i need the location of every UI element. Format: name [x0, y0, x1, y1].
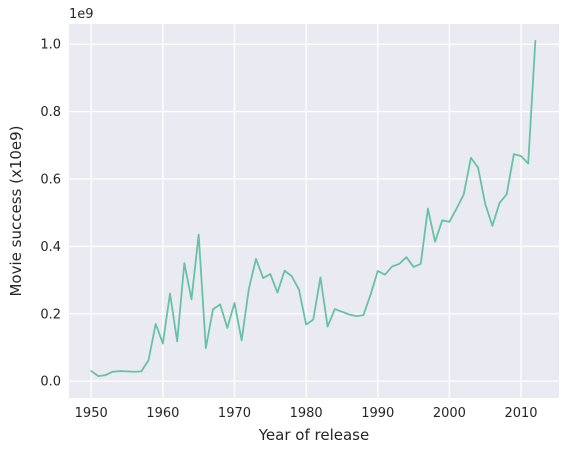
x-tick-label: 1950 — [75, 406, 108, 421]
x-axis-label: Year of release — [258, 426, 369, 444]
y-tick-label: 0.6 — [40, 172, 61, 187]
x-tick-label: 1990 — [361, 406, 394, 421]
y-tick-label: 0.2 — [40, 307, 61, 322]
y-tick-label: 0.4 — [40, 240, 61, 255]
x-axis-ticks: 1950 1960 1970 1980 1990 2000 2010 — [75, 406, 538, 421]
x-tick-label: 2000 — [433, 406, 466, 421]
grid — [69, 24, 559, 398]
y-axis-ticks: 0.0 0.2 0.4 0.6 0.8 1.0 — [40, 38, 61, 390]
y-axis-label: Movie success (x10e9) — [7, 125, 25, 296]
series-layer — [90, 39, 537, 378]
y-tick-label: 1.0 — [40, 38, 61, 53]
plot-area — [69, 24, 559, 398]
series-line — [90, 39, 537, 378]
x-tick-label: 1960 — [146, 406, 179, 421]
x-tick-label: 1970 — [218, 406, 251, 421]
y-tick-label: 0.0 — [40, 375, 61, 390]
y-axis-offset-label: 1e9 — [69, 7, 94, 22]
x-tick-label: 2010 — [504, 406, 537, 421]
y-tick-label: 0.8 — [40, 105, 61, 120]
x-tick-label: 1980 — [290, 406, 323, 421]
